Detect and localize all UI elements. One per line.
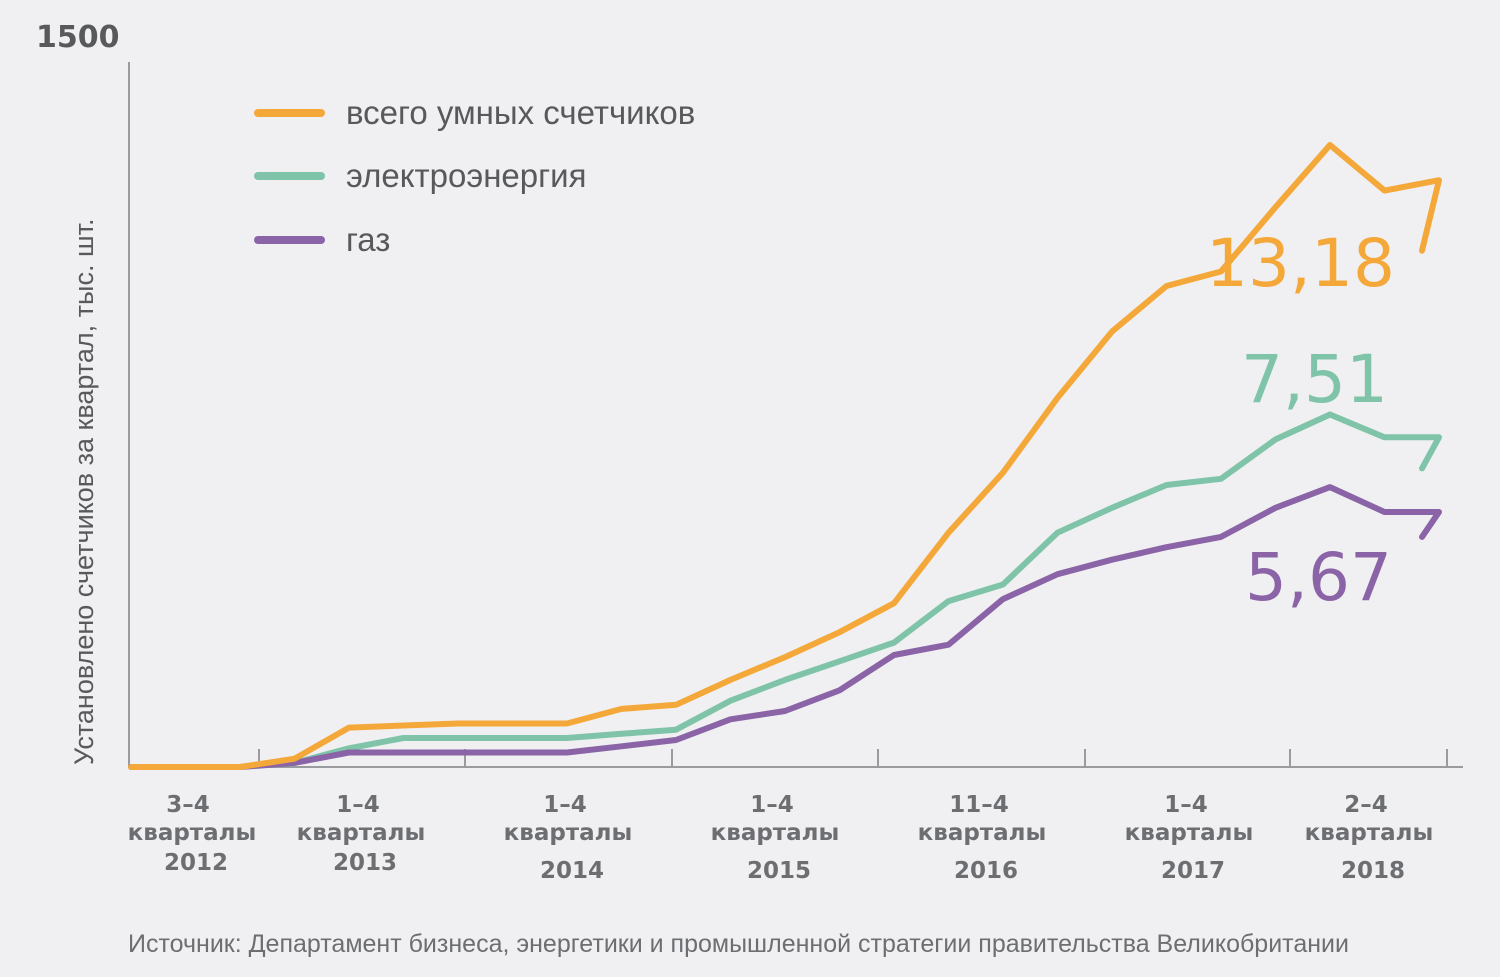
series-layer xyxy=(128,142,1442,770)
source-note: Источник: Департамент бизнеса, энергетик… xyxy=(128,930,1349,958)
legend-label-total: всего умных счетчиков xyxy=(346,94,695,131)
x-tick-labels: 3–4 кварталы 2012 1–4 кварталы 2013 1–4 … xyxy=(128,792,1442,884)
x-tick-label: 1–4 кварталы 2015 xyxy=(711,792,848,884)
legend-label-electricity: электроэнергия xyxy=(346,157,586,194)
legend: всего умных счетчиков электроэнергия газ xyxy=(254,94,695,258)
x-tick-label: 3–4 кварталы 2012 xyxy=(128,792,265,876)
series-line-gas xyxy=(128,484,1442,770)
x-tick-label: 1–4 кварталы 2014 xyxy=(504,792,641,884)
total-end-label: 13,18 xyxy=(1206,225,1395,302)
x-tick-label: 1–4 кварталы 2017 xyxy=(1125,792,1262,884)
electricity-end-label: 7,51 xyxy=(1241,341,1388,418)
y-axis-label: Установлено счетчиков за квартал, тыс. ш… xyxy=(69,219,99,766)
x-tick-label: 2–4 кварталы 2018 xyxy=(1305,792,1442,884)
x-tick-label: 11–4 кварталы 2016 xyxy=(918,792,1055,884)
gas-end-label: 5,67 xyxy=(1245,539,1392,616)
x-tick-label: 1–4 кварталы 2013 xyxy=(297,792,434,876)
y-axis-max-label: 1500 xyxy=(36,20,120,55)
legend-label-gas: газ xyxy=(346,221,390,258)
series-line-electricity xyxy=(128,411,1442,770)
series-line-total xyxy=(128,142,1442,770)
